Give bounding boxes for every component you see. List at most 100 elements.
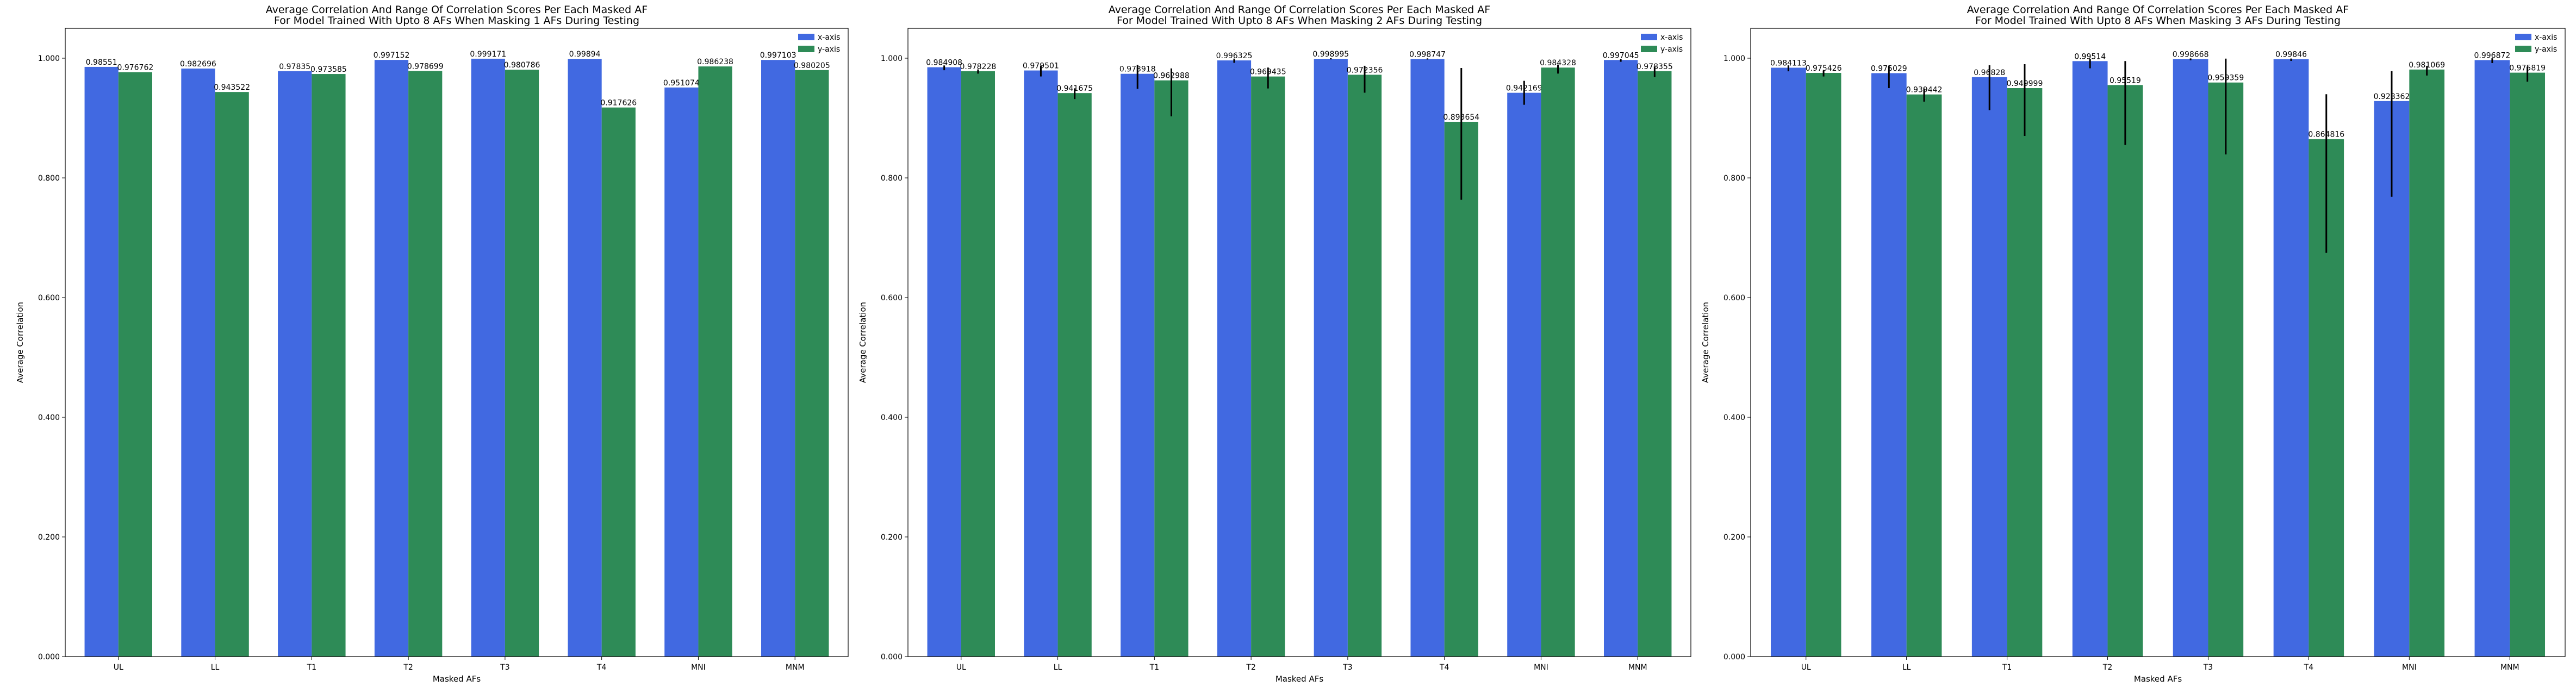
bar-y-axis-MNI <box>1541 67 1575 657</box>
x-tick-label: T1 <box>307 663 316 672</box>
bar-x-axis-LL <box>1871 73 1907 657</box>
x-tick-label: T3 <box>1342 663 1352 672</box>
bar-y-axis-T3 <box>505 70 539 657</box>
data-label: 0.975426 <box>1806 64 1842 73</box>
bar-y-axis-MNM <box>795 70 829 657</box>
bar-y-axis-T4 <box>1444 121 1478 657</box>
x-tick-label: MNI <box>1534 663 1548 672</box>
legend-label: y-axis <box>818 45 840 54</box>
bar-y-axis-T4 <box>601 107 636 657</box>
data-label: 0.99846 <box>2275 51 2307 59</box>
data-label: 0.975029 <box>1871 64 1907 73</box>
data-label: 0.984328 <box>1540 59 1576 67</box>
chart-title: Average Correlation And Range Of Correla… <box>1967 4 2349 16</box>
subplot-2: Average Correlation And Range Of Correla… <box>858 4 1691 684</box>
data-label: 0.973918 <box>1119 65 1156 74</box>
legend-label: y-axis <box>2535 45 2557 54</box>
bar-y-axis-T1 <box>312 74 346 657</box>
data-label: 0.949999 <box>2007 79 2043 88</box>
data-label: 0.928362 <box>2374 92 2410 101</box>
y-tick-label: 0.000 <box>1723 653 1745 662</box>
data-label: 0.976762 <box>117 64 153 72</box>
x-tick-label: T2 <box>1246 663 1255 672</box>
bar-x-axis-MNI <box>664 87 699 657</box>
subplot-3: Average Correlation And Range Of Correla… <box>1701 4 2566 684</box>
bar-x-axis-LL <box>181 69 215 657</box>
bar-x-axis-T3 <box>2173 59 2208 657</box>
y-tick-label: 0.800 <box>1723 174 1745 183</box>
bar-y-axis-T1 <box>2007 88 2043 657</box>
data-label: 0.941675 <box>1056 84 1093 93</box>
x-tick-label: LL <box>1902 663 1911 672</box>
chart-title: Average Correlation And Range Of Correla… <box>1109 4 1490 16</box>
y-tick-label: 1.000 <box>881 54 903 63</box>
y-axis-label: Average Correlation <box>858 302 868 383</box>
y-tick-label: 0.600 <box>38 294 60 302</box>
data-label: 0.917626 <box>600 99 637 108</box>
data-label: 0.96828 <box>1974 69 2005 77</box>
bar-y-axis-MNI <box>698 66 732 657</box>
bar-x-axis-LL <box>1024 70 1058 657</box>
data-label: 0.99894 <box>569 50 601 59</box>
bar-x-axis-T1 <box>1121 73 1155 657</box>
data-label: 0.986238 <box>697 58 733 66</box>
x-tick-label: MNI <box>691 663 706 672</box>
y-tick-label: 0.200 <box>1723 533 1745 542</box>
bar-x-axis-T2 <box>1217 60 1252 657</box>
x-tick-label: MNM <box>2500 663 2519 672</box>
data-label: 0.999171 <box>470 50 506 59</box>
x-tick-label: UL <box>956 663 966 672</box>
axes-frame <box>65 28 849 657</box>
legend-swatch-y-axis <box>1641 46 1657 52</box>
chart-title: Average Correlation And Range Of Correla… <box>266 4 648 16</box>
bar-y-axis-LL <box>1057 93 1092 657</box>
bar-x-axis-MNI <box>1507 92 1541 657</box>
data-label: 0.978355 <box>1637 63 1673 71</box>
data-label: 0.996872 <box>2474 51 2511 60</box>
legend-swatch-y-axis <box>2515 46 2531 52</box>
x-axis-label: Masked AFs <box>1275 674 1324 684</box>
bar-x-axis-T2 <box>2072 61 2108 657</box>
data-label: 0.996325 <box>1216 52 1253 60</box>
subplot-1: Average Correlation And Range Of Correla… <box>15 4 849 684</box>
x-axis-label: Masked AFs <box>2134 674 2182 684</box>
x-tick-label: LL <box>211 663 220 672</box>
legend: x-axis y-axis <box>1641 33 1683 54</box>
bar-x-axis-T4 <box>568 59 602 657</box>
x-tick-label: MNM <box>1628 663 1647 672</box>
data-label: 0.980786 <box>504 61 540 70</box>
data-label: 0.984908 <box>926 59 962 67</box>
bar-y-axis-UL <box>1806 73 1841 657</box>
data-label: 0.951074 <box>663 79 700 88</box>
data-label: 0.962988 <box>1153 72 1190 81</box>
bar-x-axis-UL <box>84 66 119 657</box>
bar-y-axis-LL <box>215 92 249 657</box>
bar-y-axis-UL <box>961 71 995 657</box>
chart-subtitle: For Model Trained With Upto 8 AFs When M… <box>274 15 639 27</box>
data-label: 0.943522 <box>214 83 250 92</box>
y-tick-label: 0.400 <box>1723 413 1745 422</box>
legend-swatch-x-axis <box>1641 34 1657 40</box>
bar-y-axis-MNM <box>1638 71 1672 657</box>
legend-swatch-x-axis <box>798 34 814 40</box>
x-tick-label: T4 <box>596 663 607 672</box>
legend-label: y-axis <box>1660 45 1683 54</box>
data-label: 0.864816 <box>2308 131 2344 139</box>
y-tick-label: 0.000 <box>881 653 903 662</box>
x-tick-label: T2 <box>2102 663 2112 672</box>
data-label: 0.982696 <box>180 60 216 69</box>
bar-x-axis-T1 <box>278 71 312 657</box>
data-label: 0.99514 <box>2074 52 2106 61</box>
bar-x-axis-MNM <box>1604 60 1638 657</box>
y-tick-label: 0.800 <box>881 174 903 183</box>
y-tick-label: 0.600 <box>1723 294 1745 302</box>
y-tick-label: 0.600 <box>881 294 903 302</box>
data-label: 0.998995 <box>1312 50 1349 59</box>
bar-x-axis-UL <box>1770 67 1806 657</box>
bar-y-axis-T3 <box>2208 82 2244 657</box>
y-tick-label: 0.000 <box>38 653 60 662</box>
x-tick-label: T2 <box>403 663 413 672</box>
bar-x-axis-T4 <box>2273 59 2309 657</box>
x-tick-label: T3 <box>500 663 509 672</box>
data-label: 0.939442 <box>1906 86 1943 95</box>
